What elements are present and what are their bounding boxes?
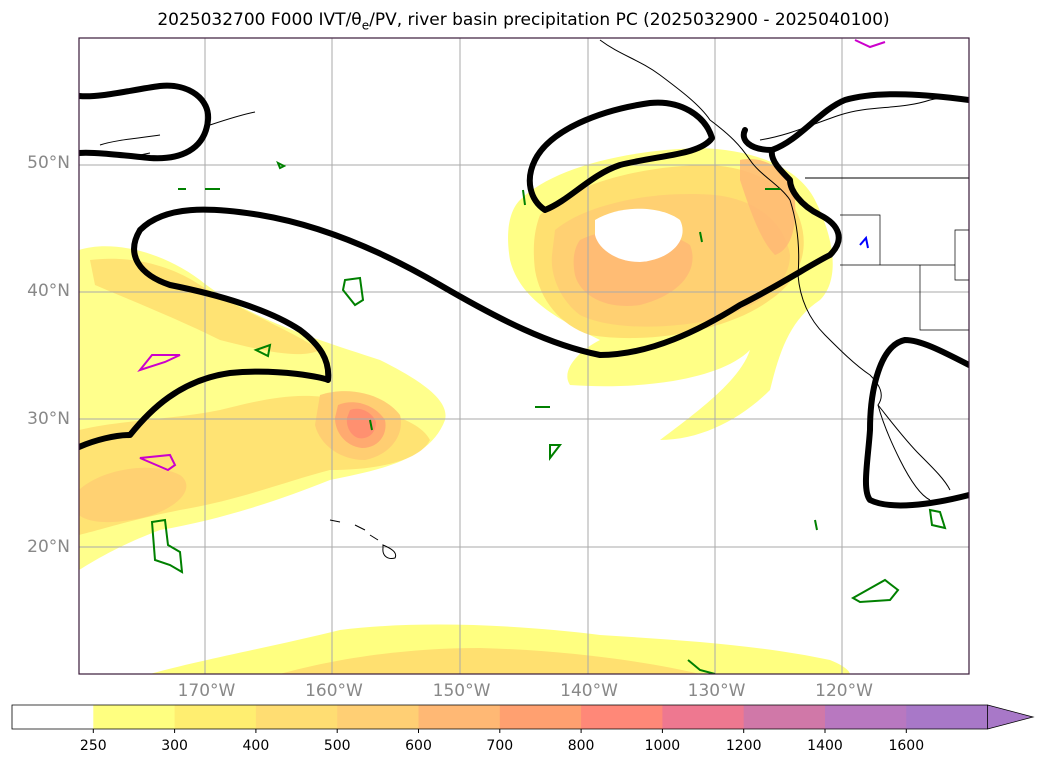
pv-contours-blue [859,235,869,249]
colorbar-tick-label: 400 [242,738,270,754]
colorbar-segment [743,705,826,729]
colorbar-segment [825,705,907,729]
aleutian-islands [99,111,256,156]
latitude-label: 40°N [27,281,70,302]
state-borders [840,214,969,331]
colorbar-segment [255,705,338,729]
map-frame [78,37,970,675]
graticule [79,38,969,674]
colorbar-tick-label: 1000 [644,738,681,754]
colorbar-segment [337,705,419,729]
longitude-label: 150°W [432,681,491,701]
colorbar-tick-label: 500 [323,738,351,754]
colorbar-tick-label: 1200 [725,738,762,754]
longitude-label: 120°W [815,681,873,701]
colorbar-tick-label: 600 [405,738,432,754]
longitude-label: 170°W [177,681,236,701]
title-subscript: e [361,18,370,33]
colorbar-segment [581,705,663,729]
latitude-label: 30°N [27,408,70,429]
theta-e-contour-nw2 [769,91,969,153]
latitude-label: 20°N [27,536,70,557]
colorbar-segment [93,705,176,729]
colorbar-tick-label: 1600 [888,738,925,754]
colorbar [11,704,1035,733]
colorbar-segment [662,705,745,729]
latitude-label: 50°N [27,153,70,174]
theta-e-contour-ne [526,99,715,213]
ivt-shading [79,148,850,674]
longitude-label: 140°W [560,681,618,701]
theta-e-contour-se [863,337,969,509]
theta-e-contour-main [79,127,842,450]
pv-contours-green [150,160,947,674]
colorbar-tick-label: 300 [161,738,188,754]
colorbar-segment [12,705,94,729]
colorbar-tick-label: 800 [567,738,595,754]
map-title: 2025032700 F000 IVT/θe/PV, river basin p… [157,10,890,33]
colorbar-tick-label: 700 [486,738,514,754]
colorbar-segment [499,705,582,729]
pv-contours-magenta [137,39,886,472]
colorbar-tick-label: 1400 [807,738,843,754]
colorbar-segment [906,705,989,729]
baja-california [877,404,931,501]
longitude-label: 130°W [687,681,746,701]
colorbar-extend-arrow [987,704,1035,730]
colorbar-segment [174,705,257,729]
colorbar-segment [418,705,501,729]
theta-e-contours [79,82,969,509]
longitude-label: 160°W [305,681,363,701]
theta-e-contour-nw [79,82,212,162]
hawaii-islands [329,519,397,559]
colorbar-tick-label: 250 [79,738,107,754]
